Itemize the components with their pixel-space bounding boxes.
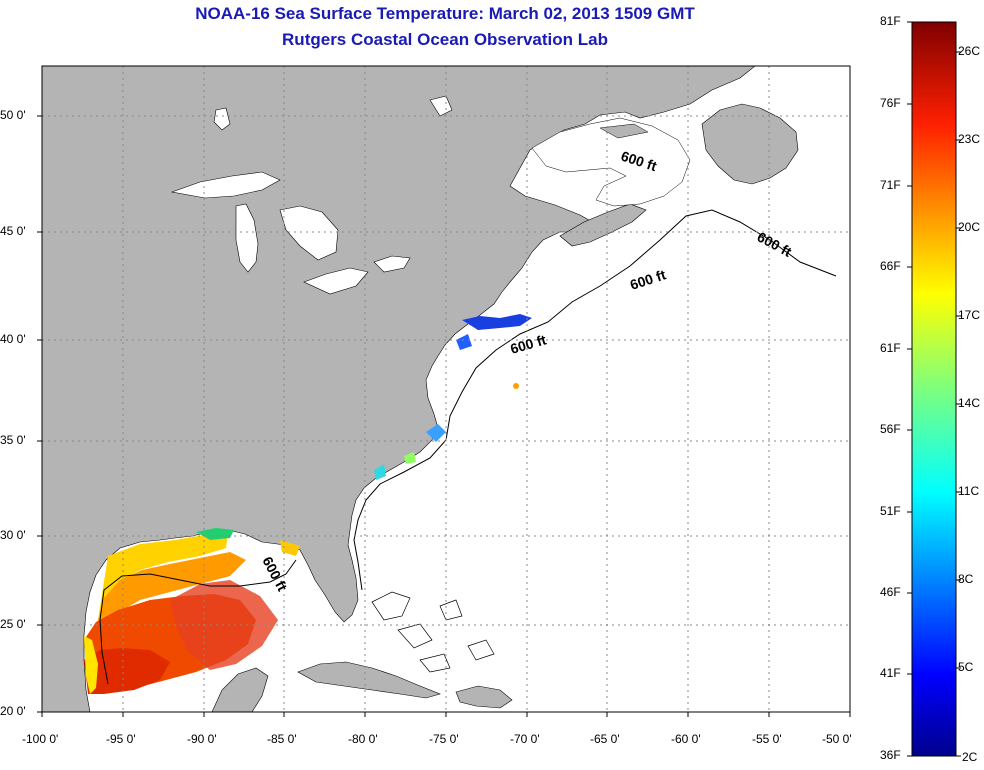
lon-tick: -50 0' [822,732,852,746]
land-yucatan [211,667,269,712]
lon-tick: -85 0' [267,732,297,746]
land-hispaniola [455,685,513,709]
lat-tick: 40 0' [0,332,26,346]
lat-tick: 30 0' [0,528,26,542]
lon-tick: -75 0' [429,732,459,746]
land-newfoundland [701,103,799,185]
great-lakes [170,95,453,295]
lon-tick: -70 0' [510,732,540,746]
lon-tick: -100 0' [22,732,59,746]
graticule [42,66,850,712]
lat-tick: 50 0' [0,108,26,122]
colorbar-label-f: 46F [880,585,901,599]
lon-tick: -95 0' [106,732,136,746]
colorbar-label-f: 66F [880,259,901,273]
colorbar-label-f: 36F [880,748,901,762]
lat-tick: 25 0' [0,617,26,631]
colorbar-label-c: 2C [962,750,978,764]
land-anticosti [599,123,649,139]
lat-tick: 45 0' [0,224,26,238]
colorbar-label-c: 14C [958,396,981,410]
map-subtitle: Rutgers Coastal Ocean Observation Lab [282,30,608,49]
gulf-st-lawrence [531,117,691,207]
isobath-600ft [99,209,837,685]
colorbar [911,21,957,757]
sst-gulf [84,528,300,694]
land-nova-scotia [559,203,647,247]
land-cuba [297,661,441,699]
colorbar-label-c: 20C [958,220,981,234]
axis-ticks [37,115,851,717]
lon-tick: -55 0' [752,732,782,746]
map-title: NOAA-16 Sea Surface Temperature: March 0… [195,4,695,23]
lat-tick: 20 0' [0,704,26,718]
colorbar-label-c: 23C [958,132,981,146]
colorbar-label-f: 71F [880,178,901,192]
colorbar-label-c: 17C [958,308,981,322]
colorbar-label-c: 26C [958,44,981,58]
lon-tick: -60 0' [671,732,701,746]
sst-atlantic [374,314,532,480]
lon-tick: -80 0' [348,732,378,746]
colorbar-label-f: 51F [880,504,901,518]
lat-tick: 35 0' [0,433,26,447]
colorbar-label-c: 11C [958,484,980,498]
colorbar-label-f: 61F [880,341,901,355]
colorbar-ticks [907,21,961,757]
lon-tick: -90 0' [187,732,217,746]
colorbar-label-c: 8C [958,572,974,586]
colorbar-label-f: 81F [880,14,901,28]
colorbar-label-f: 56F [880,422,901,436]
colorbar-label-c: 5C [958,660,974,674]
colorbar-label-f: 41F [880,666,901,680]
lon-tick: -65 0' [590,732,620,746]
colorbar-label-f: 76F [880,96,901,110]
bahamas-banks [371,591,495,673]
